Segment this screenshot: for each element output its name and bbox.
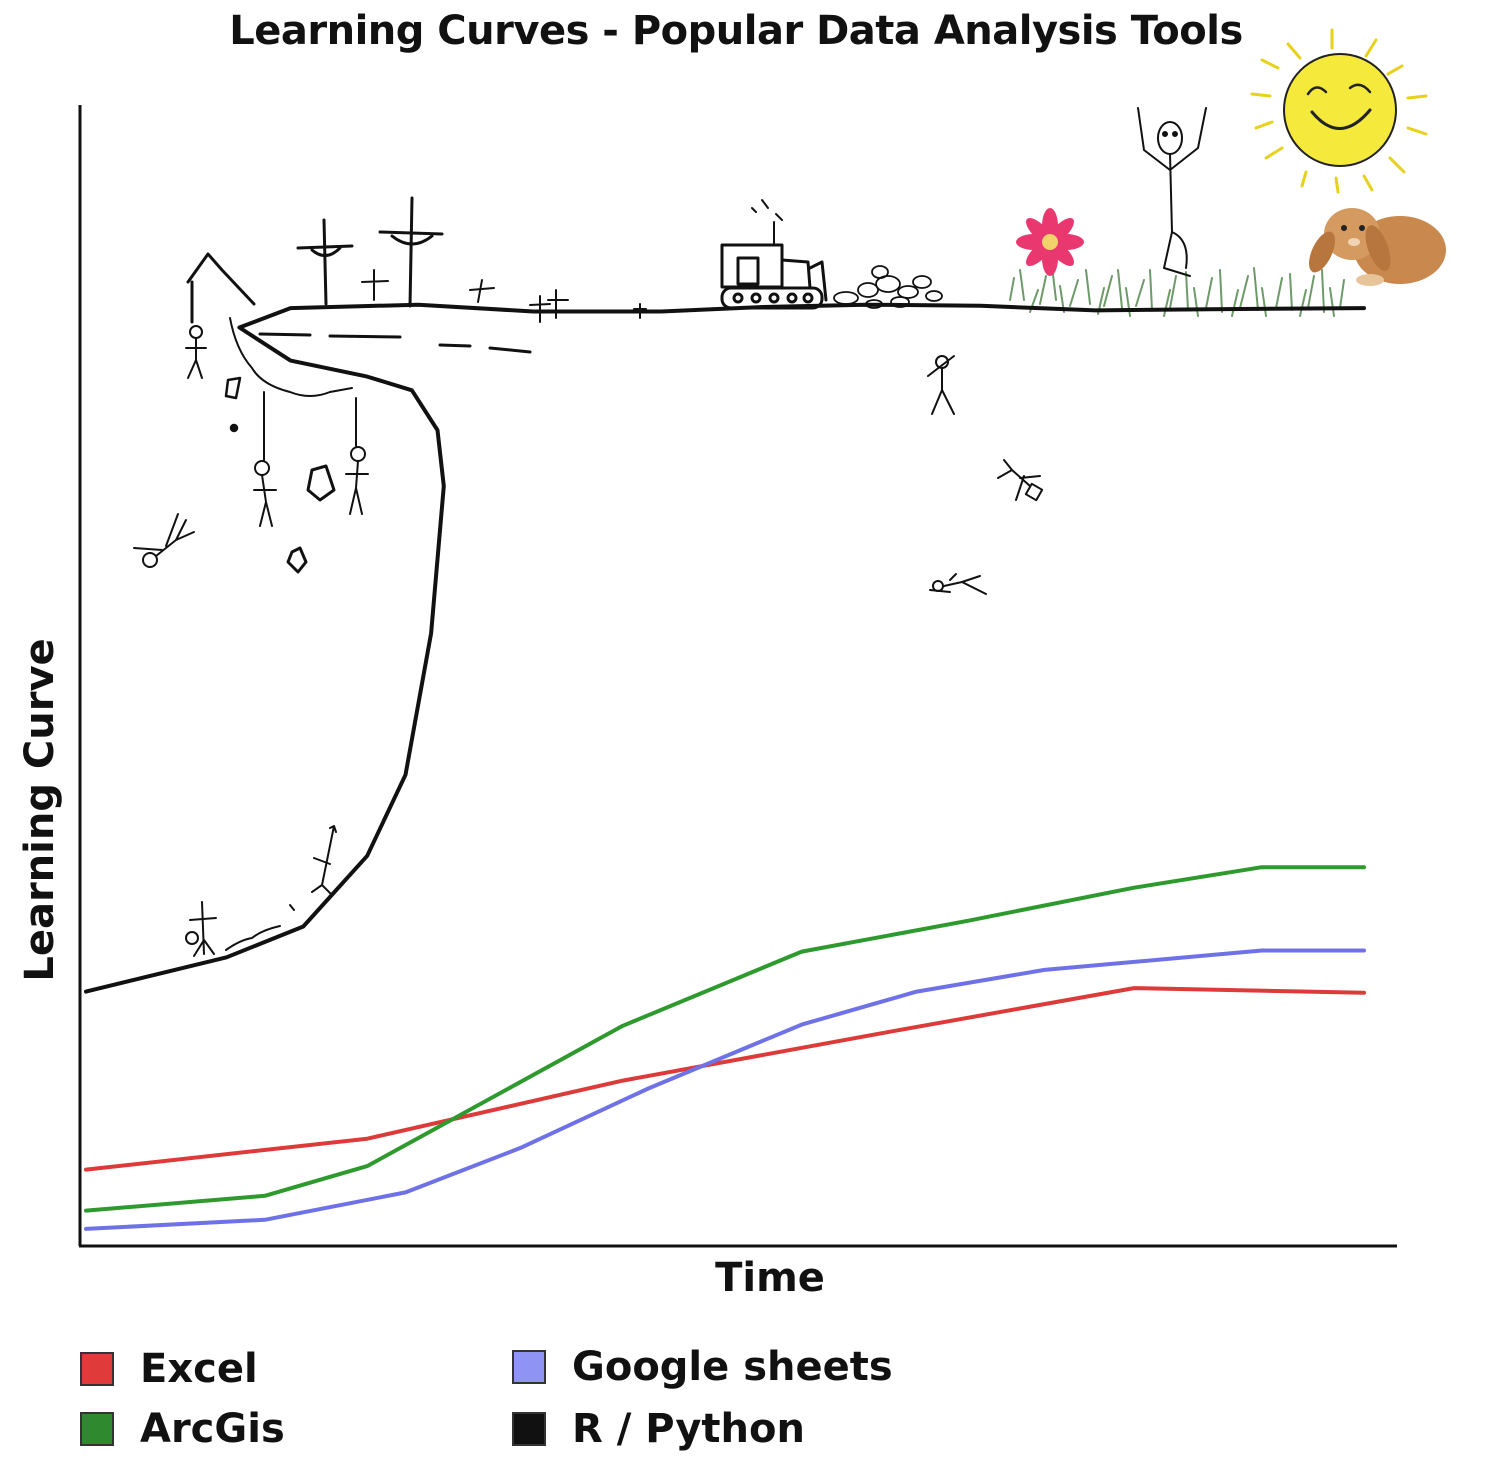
rock-icon	[229, 423, 239, 433]
flower-icon	[1016, 208, 1084, 276]
rock-icon	[306, 464, 336, 502]
happy-figure-icon	[1137, 107, 1207, 277]
falling-figure-icon	[997, 459, 1044, 502]
legend-label-arcgis: ArcGis	[140, 1406, 285, 1452]
legend-item-arcgis: ArcGis	[80, 1406, 285, 1452]
legend-label-r-python: R / Python	[572, 1406, 805, 1452]
stick-figure-icon	[345, 397, 369, 515]
legend-label-google-sheets: Google sheets	[572, 1344, 893, 1390]
falling-figure-icon	[133, 513, 195, 568]
cross-icon	[296, 218, 354, 306]
falling-figure-icon	[929, 573, 987, 595]
cliff-crumble	[229, 317, 353, 397]
legend-item-excel: Excel	[80, 1346, 258, 1392]
grave-cross-icon	[469, 279, 495, 303]
cross-icon	[378, 196, 444, 308]
rubble-icon	[225, 904, 295, 951]
stick-figure-icon	[253, 391, 277, 527]
series-line-google-sheets	[84, 948, 1366, 1231]
series-line-arcgis	[84, 865, 1366, 1213]
legend-swatch-r-python	[512, 1412, 546, 1446]
x-axis-label: Time	[715, 1255, 825, 1301]
falling-figure-icon	[927, 355, 955, 415]
series-line-excel	[84, 986, 1366, 1172]
rock-icon	[286, 546, 308, 574]
legend-label-excel: Excel	[140, 1346, 258, 1392]
climbing-figure-icon	[311, 825, 337, 896]
legend-swatch-arcgis	[80, 1412, 114, 1446]
gallows-icon	[186, 252, 256, 324]
bunny-icon	[1309, 208, 1446, 286]
grass-icon	[1009, 265, 1345, 317]
chart-title: Learning Curves - Popular Data Analysis …	[229, 8, 1243, 54]
grave-cross-icon	[361, 269, 389, 301]
stick-figure-icon	[185, 901, 217, 957]
legend-item-google-sheets: Google sheets	[512, 1344, 893, 1390]
rock-icon	[224, 376, 242, 400]
cliff-edge-dashes	[258, 332, 532, 354]
rubble-icon	[833, 265, 943, 309]
legend-swatch-excel	[80, 1352, 114, 1386]
grave-cross-icon	[529, 289, 569, 323]
cliff-illustration	[133, 28, 1446, 957]
bulldozer-icon	[720, 199, 828, 310]
axes	[78, 105, 1397, 1248]
series-layer	[84, 302, 1366, 1231]
sun-icon	[1250, 28, 1428, 194]
legend-swatch-google-sheets	[512, 1350, 546, 1384]
series-line-r-python	[84, 302, 1366, 994]
stick-figure-icon	[185, 325, 207, 379]
legend-item-r-python: R / Python	[512, 1406, 805, 1452]
y-axis-label: Learning Curve	[17, 638, 63, 982]
